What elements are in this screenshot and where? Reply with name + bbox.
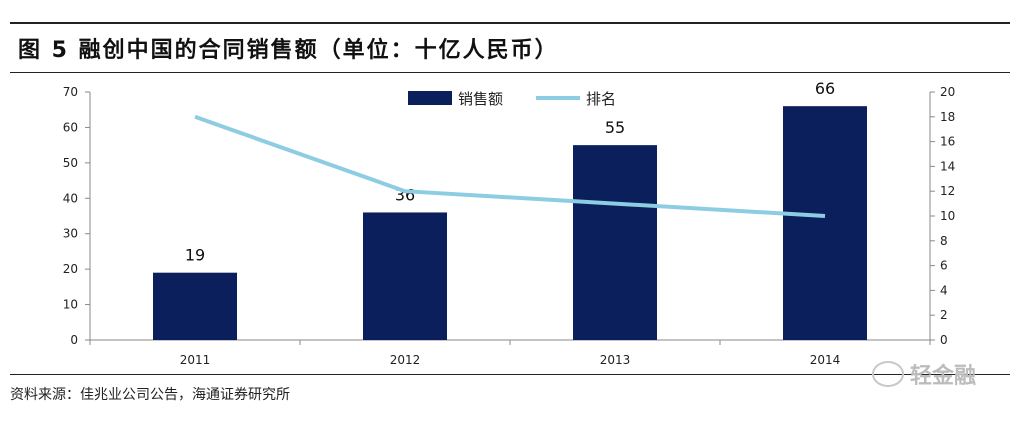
y-right-tick-label: 10 xyxy=(940,209,955,223)
wechat-icon xyxy=(872,361,904,387)
title-bar: 图 5 融创中国的合同销售额（单位：十亿人民币） xyxy=(10,22,1010,73)
legend-line-label: 排名 xyxy=(586,90,616,108)
y-right-tick-label: 8 xyxy=(940,234,948,248)
y-right-tick-label: 14 xyxy=(940,159,955,173)
y-right-tick-label: 12 xyxy=(940,184,955,198)
y-left-tick-label: 40 xyxy=(63,191,78,205)
legend-bar-swatch xyxy=(408,91,452,105)
chart-title: 图 5 融创中国的合同销售额（单位：十亿人民币） xyxy=(18,38,559,63)
bar-data-label: 19 xyxy=(185,246,205,265)
bar-data-label: 55 xyxy=(605,118,625,137)
x-category-label: 2011 xyxy=(180,353,211,367)
y-right-tick-label: 18 xyxy=(940,110,955,124)
bar xyxy=(153,272,237,340)
y-right-tick-label: 2 xyxy=(940,308,948,322)
y-left-tick-label: 70 xyxy=(63,85,78,99)
legend-bar-label: 销售额 xyxy=(458,90,503,108)
watermark-text: 轻金融 xyxy=(910,364,977,389)
y-left-tick-label: 0 xyxy=(70,333,78,347)
y-right-tick-label: 16 xyxy=(940,135,955,149)
x-category-label: 2013 xyxy=(600,353,631,367)
bottom-rule xyxy=(10,374,1010,375)
rank-line xyxy=(194,114,826,218)
combo-chart: 0102030405060700246810121416182019365566… xyxy=(63,79,956,367)
x-category-label: 2012 xyxy=(390,353,421,367)
bar xyxy=(573,145,657,340)
bar xyxy=(783,106,867,341)
y-left-tick-label: 30 xyxy=(63,227,78,241)
source-note: 资料来源：佳兆业公司公告，海通证券研究所 xyxy=(10,387,290,403)
watermark: 轻金融 xyxy=(872,358,976,390)
y-left-tick-label: 50 xyxy=(63,156,78,170)
x-category-label: 2014 xyxy=(810,353,841,367)
y-left-tick-label: 10 xyxy=(63,298,78,312)
y-right-tick-label: 20 xyxy=(940,85,955,99)
y-left-tick-label: 20 xyxy=(63,262,78,276)
bar-data-label: 66 xyxy=(815,79,835,98)
bar xyxy=(363,212,447,340)
y-right-tick-label: 0 xyxy=(940,333,948,347)
y-right-tick-label: 4 xyxy=(940,283,948,297)
y-right-tick-label: 6 xyxy=(940,259,948,273)
y-left-tick-label: 60 xyxy=(63,120,78,134)
